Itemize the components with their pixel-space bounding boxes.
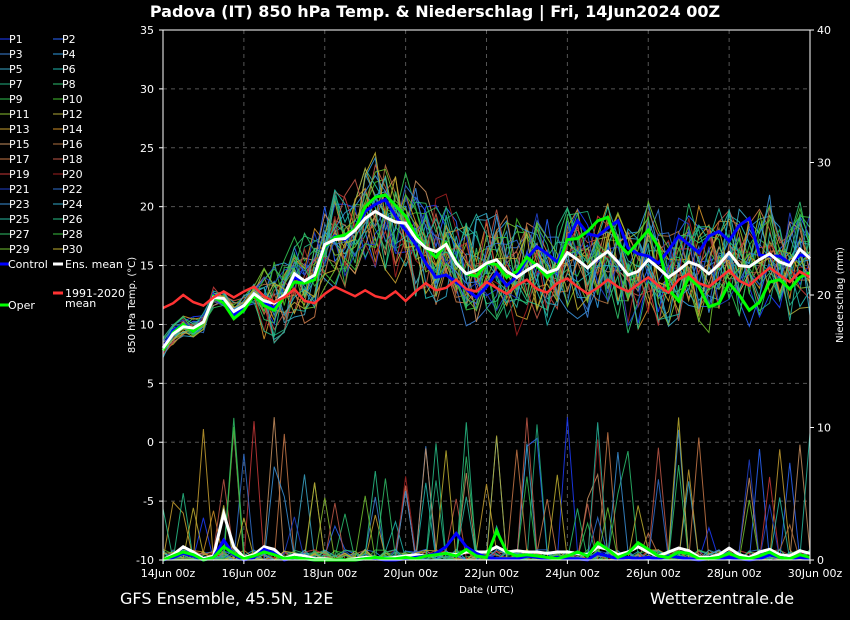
- legend-label-p17: P17: [9, 153, 30, 166]
- legend-label-p30: P30: [62, 243, 83, 256]
- legend-label-p2: P2: [62, 33, 76, 46]
- legend-label-control: Control: [8, 258, 48, 271]
- y2-tick-label: 0: [817, 554, 824, 567]
- precip-line-oper: [162, 527, 811, 562]
- temp-line-ens-mean: [161, 209, 812, 349]
- x-tick-label: 30Jun 00z: [788, 567, 843, 580]
- member-temp-line-p25: [162, 189, 811, 352]
- legend-label-p20: P20: [62, 168, 83, 181]
- legend-label-p28: P28: [62, 228, 83, 241]
- x-tick-label: 16Jun 00z: [222, 567, 277, 580]
- legend-label-p29: P29: [9, 243, 30, 256]
- legend-label-p16: P16: [62, 138, 83, 151]
- axes: -10 -5 0 5 10 15 20 25 30 35 0 10 20 30 40 14Jun 00z 16J…: [127, 24, 846, 596]
- y-tick-label: 0: [147, 436, 154, 449]
- temp-line-control: [161, 197, 811, 349]
- x-axis-label: Date (UTC): [459, 585, 514, 596]
- legend-label-p19: P19: [9, 168, 30, 181]
- legend-label-p25: P25: [9, 213, 30, 226]
- member-temp-line-p29: [162, 168, 811, 351]
- temp-line-1991-2020-mean: [162, 266, 811, 310]
- legend-label-p22: P22: [62, 183, 83, 196]
- member-temp-line-p19: [162, 191, 811, 355]
- legend-label-ens-mean: Ens. mean: [65, 258, 123, 271]
- member-temp-line-p27: [162, 191, 811, 339]
- x-tick-label: 28Jun 00z: [707, 567, 762, 580]
- legend-label-p13: P13: [9, 123, 30, 136]
- y-tick-label: 5: [147, 377, 154, 390]
- legend-label-climate-2: mean: [65, 297, 96, 310]
- y-tick-label: 35: [140, 24, 154, 37]
- legend-label-p26: P26: [62, 213, 83, 226]
- legend-label-p7: P7: [9, 78, 23, 91]
- legend-label-p8: P8: [62, 78, 76, 91]
- member-temp-line-p13: [162, 187, 811, 352]
- legend-label-p14: P14: [62, 123, 83, 136]
- y2-tick-label: 20: [817, 289, 831, 302]
- y-tick-label: 25: [140, 142, 154, 155]
- legend-label-p4: P4: [62, 48, 76, 61]
- x-tick-label: 18Jun 00z: [303, 567, 358, 580]
- y-tick-label: -5: [143, 495, 154, 508]
- legend-label-p18: P18: [62, 153, 83, 166]
- legend-label-p1: P1: [9, 33, 23, 46]
- legend-label-p27: P27: [9, 228, 30, 241]
- member-temp-line-p26: [162, 192, 811, 348]
- y-axis-label: 850 hPa Temp. (°C): [127, 257, 138, 353]
- legend-label-p10: P10: [62, 93, 83, 106]
- legend-label-climate-1: 1991-2020: [65, 287, 125, 300]
- y-tick-label: 20: [140, 201, 154, 214]
- x-tick-label: 14Jun 00z: [141, 567, 196, 580]
- y2-tick-label: 10: [817, 422, 831, 435]
- legend-label-oper: Oper: [8, 299, 35, 312]
- legend-label-p23: P23: [9, 198, 30, 211]
- y-tick-label: 15: [140, 260, 154, 273]
- legend-label-p24: P24: [62, 198, 83, 211]
- highlight-lines: [161, 193, 812, 562]
- legend: P1 P2 P3 P4 P5 P6 P7 P8 P9 P10 P11 P12 P13 P14 P15 P16 P…: [0, 33, 125, 312]
- legend-label-p15: P15: [9, 138, 30, 151]
- y-tick-label: -10: [136, 554, 154, 567]
- y2-tick-label: 40: [817, 24, 831, 37]
- legend-label-p12: P12: [62, 108, 83, 121]
- model-label: GFS Ensemble, 45.5N, 12E: [120, 589, 334, 608]
- legend-label-p5: P5: [9, 63, 23, 76]
- y2-tick-label: 30: [817, 157, 831, 170]
- member-temp-line-p8: [162, 191, 811, 349]
- x-tick-label: 20Jun 00z: [383, 567, 438, 580]
- member-lines: [162, 151, 811, 562]
- legend-label-p3: P3: [9, 48, 23, 61]
- legend-label-p6: P6: [62, 63, 76, 76]
- y-tick-label: 10: [140, 318, 154, 331]
- legend-label-p11: P11: [9, 108, 30, 121]
- x-tick-label: 26Jun 00z: [626, 567, 681, 580]
- member-temp-line-p14: [162, 193, 811, 352]
- y-tick-label: 30: [140, 83, 154, 96]
- member-temp-line-p22: [162, 184, 811, 343]
- x-tick-label: 22Jun 00z: [464, 567, 519, 580]
- y2-axis-label: Niederschlag (mm): [835, 247, 846, 343]
- chart-title: Padova (IT) 850 hPa Temp. & Niederschlag…: [149, 2, 721, 21]
- legend-label-p9: P9: [9, 93, 23, 106]
- x-tick-label: 24Jun 00z: [545, 567, 600, 580]
- source-label: Wetterzentrale.de: [650, 589, 795, 608]
- legend-label-p21: P21: [9, 183, 30, 196]
